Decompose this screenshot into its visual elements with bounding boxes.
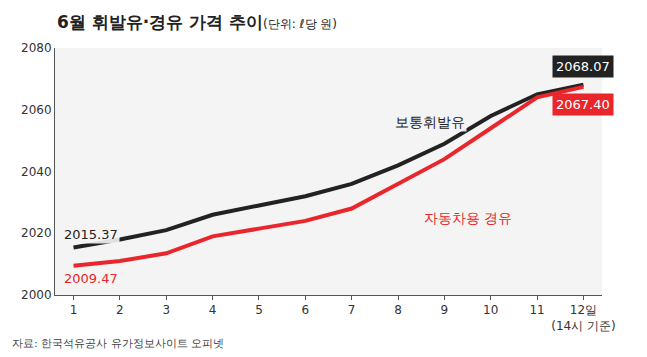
svg-text:4: 4 (209, 303, 217, 317)
svg-text:11: 11 (529, 303, 544, 317)
svg-text:2068.07: 2068.07 (556, 59, 610, 74)
svg-text:자료: 한국석유공사 유가정보사이트 오피넷: 자료: 한국석유공사 유가정보사이트 오피넷 (12, 337, 224, 350)
svg-text:2067.40: 2067.40 (556, 97, 610, 112)
svg-text:5: 5 (255, 303, 263, 317)
svg-text:9: 9 (441, 303, 449, 317)
svg-text:자동차용 경유: 자동차용 경유 (424, 210, 512, 226)
svg-text:6월 휘발유·경유 가격 추이(단위: ℓ당 원): 6월 휘발유·경유 가격 추이(단위: ℓ당 원) (57, 12, 337, 32)
svg-text:2000: 2000 (21, 288, 52, 302)
svg-text:2040: 2040 (21, 165, 52, 179)
svg-text:8: 8 (394, 303, 402, 317)
svg-text:2020: 2020 (21, 226, 52, 240)
svg-text:7: 7 (348, 303, 356, 317)
svg-text:2060: 2060 (21, 103, 52, 117)
svg-text:12일(14시 기준): 12일(14시 기준) (551, 303, 615, 333)
svg-text:2: 2 (116, 303, 124, 317)
svg-text:2009.47: 2009.47 (64, 271, 118, 286)
svg-text:보통휘발유: 보통휘발유 (395, 114, 465, 130)
svg-text:2015.37: 2015.37 (64, 227, 118, 242)
svg-text:10: 10 (483, 303, 498, 317)
svg-text:6: 6 (301, 303, 309, 317)
svg-text:3: 3 (162, 303, 170, 317)
svg-text:1: 1 (70, 303, 78, 317)
svg-text:2080: 2080 (21, 41, 52, 55)
